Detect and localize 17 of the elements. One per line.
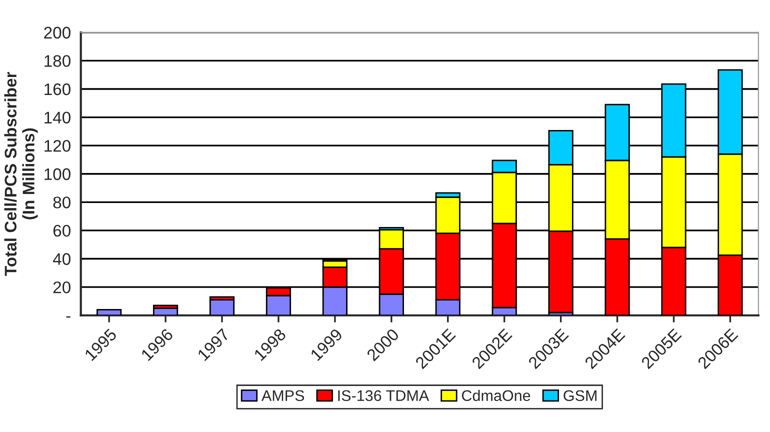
y-tick-label: 200	[44, 26, 70, 39]
legend-label: CdmaOne	[462, 390, 530, 402]
legend-label: AMPS	[261, 390, 304, 402]
bar	[96, 309, 122, 316]
y-tick-label: 160	[44, 83, 70, 96]
y-tick-label: 180	[44, 55, 70, 67]
legend-label: GSM	[564, 390, 596, 402]
y-tick-label: -	[66, 316, 70, 318]
y-tick-label: 20	[53, 281, 70, 294]
y-axis-title: Total Cell/PCS Subscriber (In Millions)	[4, 72, 38, 276]
y-tick-label: 120	[44, 140, 70, 152]
legend-label: IS-136 TDMA	[338, 390, 430, 402]
y-tick-label: 140	[44, 112, 70, 124]
y-tick-label: 80	[53, 196, 70, 208]
y-tick-label: 40	[52, 253, 70, 265]
y-tick-label: 100	[44, 168, 70, 180]
y-tick-label: 60	[53, 224, 70, 237]
